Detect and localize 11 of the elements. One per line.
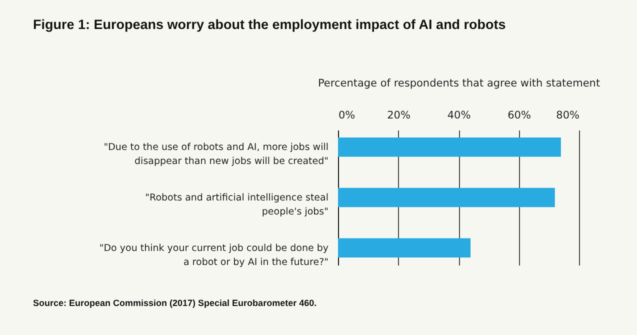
source-note: Source: European Commission (2017) Special Eurobarometer 460. bbox=[33, 298, 317, 308]
x-axis-title: Percentage of respondents that agree with statement bbox=[318, 78, 600, 90]
y-tick-label: "Robots and artificial intelligence steal people's jobs" bbox=[145, 192, 328, 218]
y-tick-label: "Due to the use of robots and AI, more jobs will disappear than new jobs will be created" bbox=[104, 142, 328, 168]
x-tick-label: 60% bbox=[508, 110, 531, 122]
chart-title: Figure 1: Europeans worry about the employment impact of AI and robots bbox=[33, 17, 506, 32]
y-tick-label: "Do you think your current job could be done by a robot or by AI in the future?" bbox=[99, 242, 329, 268]
x-tick-label: 0% bbox=[338, 110, 356, 122]
x-tick-label: 20% bbox=[387, 110, 410, 122]
x-tick-label: 80% bbox=[556, 110, 580, 122]
x-tick-label: 40% bbox=[447, 110, 471, 122]
